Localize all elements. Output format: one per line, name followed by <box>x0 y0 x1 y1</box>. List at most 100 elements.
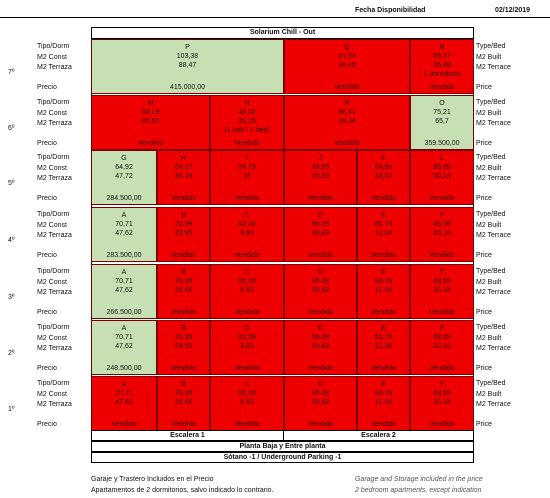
label-es-3: Precio <box>37 195 57 202</box>
apartment-cell[interactable]: M 89,19 88,52 Vendido <box>91 95 210 150</box>
apartment-cell[interactable]: I 54,75 16 Vendido <box>210 150 284 205</box>
label-en-2: M2 Terrace <box>476 345 511 352</box>
unit-id: L <box>440 155 444 162</box>
unit-built: 70,39 <box>174 390 193 397</box>
label-es-0: Tipo/Dorm <box>37 380 70 387</box>
apartment-cell[interactable]: B 70,39 29,55 Vendido <box>157 207 210 262</box>
apartment-cell[interactable]: F 69,89 20,16 Vendido <box>410 264 474 319</box>
apartment-cell[interactable]: D 69,09 30,83 Vendido <box>284 376 357 431</box>
note-es-1: Garaje y Trastero Incluidos en el Precio <box>91 476 214 483</box>
floor-label: 4º <box>8 237 15 244</box>
apartment-cell[interactable]: L 69,89 20,16 Vendido <box>410 150 474 205</box>
unit-price: Vendido <box>307 421 334 428</box>
unit-price: Vendido <box>307 365 334 372</box>
apartment-cell[interactable]: F 69,89 20,16 Vendido <box>410 320 474 375</box>
label-es-0: Tipo/Dorm <box>37 211 70 218</box>
unit-terrace: 16 <box>243 173 251 180</box>
unit-built: 60,79 <box>374 390 393 397</box>
unit-terrace: 29,44 <box>338 118 356 125</box>
apartment-cell[interactable]: E 60,79 11,24 Vendido <box>357 376 410 431</box>
apartment-cell[interactable]: D 69,09 30,83 Vendido <box>284 264 357 319</box>
unit-terrace: 88,47 <box>178 62 197 69</box>
apartment-cell[interactable]: O 75,21 65,7 359.500,00 <box>410 95 474 150</box>
unit-built: 64,17 <box>174 164 193 171</box>
apartment-cell[interactable]: C 62,09 9,60 Vendido <box>210 207 284 262</box>
unit-built: 61,34 <box>338 53 356 60</box>
unit-price: Vendido <box>234 309 260 316</box>
floor-label: 6º <box>8 125 15 132</box>
label-en-1: M2 Built <box>476 54 502 61</box>
apartment-cell[interactable]: B 70,39 29,55 Vendido <box>157 264 210 319</box>
unit-id: B <box>181 212 186 219</box>
label-en-3: Price <box>476 252 492 259</box>
unit-price: Vendido <box>170 195 197 202</box>
apartment-cell[interactable]: J 69,09 30,83 Vendido <box>284 150 357 205</box>
unit-terrace: 28,15 <box>238 118 256 125</box>
apartment-cell[interactable]: E 60,79 11,24 Vendido <box>357 320 410 375</box>
apartment-cell[interactable]: A 70,71 47,62 Vendido <box>91 376 157 431</box>
unit-terrace: 9,60 <box>240 343 254 350</box>
unit-built: 69,09 <box>311 164 330 171</box>
apartment-cell[interactable]: C 62,09 9,60 Vendido <box>210 376 284 431</box>
header-title: Fecha Disponibilidad <box>355 7 426 14</box>
unit-price: 415.000,00 <box>169 84 206 91</box>
unit-terrace: 26,46 <box>338 62 356 69</box>
unit-terrace: 30,83 <box>311 230 330 237</box>
apartment-cell[interactable]: E 60,79 11,24 Vendido <box>357 207 410 262</box>
unit-built: 62,09 <box>238 334 256 341</box>
apartment-cell[interactable]: K 54,56 18,02 Vendido <box>357 150 410 205</box>
unit-built: 69,89 <box>433 221 451 228</box>
unit-price: Vendido <box>429 421 455 428</box>
label-es-1: M2 Const <box>37 279 67 286</box>
unit-price: Vendido <box>429 84 455 91</box>
unit-built: 69,89 <box>433 390 451 397</box>
label-en-3: Price <box>476 421 492 428</box>
unit-id: A <box>121 212 127 219</box>
unit-price: 283.500,00 <box>106 252 142 259</box>
label-es-0: Tipo/Dorm <box>37 268 70 275</box>
unit-price: Vendido <box>307 195 334 202</box>
apartment-cell[interactable]: D 69,09 30,83 Vendido <box>284 207 357 262</box>
apartment-cell[interactable]: G 64,92 47,72 284.500,00 <box>91 150 157 205</box>
label-es-1: M2 Const <box>37 222 67 229</box>
unit-price: Vendido <box>234 365 260 372</box>
unit-terrace: 29,55 <box>174 343 193 350</box>
unit-price: Vendido <box>370 421 397 428</box>
apartment-cell[interactable]: F 69,89 20,16 Vendido <box>410 207 474 262</box>
unit-price: Vendido <box>234 140 260 147</box>
unit-terrace: 18,02 <box>374 173 393 180</box>
unit-id: D <box>317 325 324 332</box>
apartment-cell[interactable]: F 69,89 20,16 Vendido <box>410 376 474 431</box>
label-en-3: Price <box>476 365 492 372</box>
unit-terrace: 9,60 <box>240 230 254 237</box>
apartment-cell[interactable]: P 103,38 88,47 415.000,00 <box>91 39 284 94</box>
apartment-cell[interactable]: E 60,79 11,24 Vendido <box>357 264 410 319</box>
unit-price: 284.500,00 <box>106 195 142 202</box>
apartment-cell[interactable]: C 62,09 9,60 Vendido <box>210 264 284 319</box>
apartment-cell[interactable]: C 62,09 9,60 Vendido <box>210 320 284 375</box>
apartment-cell[interactable]: A 70,71 47,62 248.500,00 <box>91 320 157 375</box>
apartment-cell[interactable]: B 70,39 29,55 Vendido <box>157 376 210 431</box>
unit-price: Vendido <box>429 252 455 259</box>
apartment-cell[interactable]: B 70,39 29,55 Vendido <box>157 320 210 375</box>
apartment-cell[interactable]: A 70,71 47,62 283.500,00 <box>91 207 157 262</box>
apartment-cell[interactable]: N 45,02 28,15 (1 hab / 1 bed) Vendido <box>210 95 284 150</box>
apartment-cell[interactable]: D 69,09 30,83 Vendido <box>284 320 357 375</box>
unit-id: C <box>244 269 250 276</box>
apartment-cell[interactable]: R 55,37 36,49 1 dormitorio Vendido <box>410 39 474 94</box>
label-es-1: M2 Const <box>37 335 67 342</box>
unit-id: B <box>181 269 186 276</box>
label-en-0: Type/Bed <box>476 324 506 331</box>
apartment-cell[interactable]: Ñ 58,41 29,44 Vendido <box>284 95 410 150</box>
label-es-2: M2 Terraza <box>37 345 72 352</box>
apartment-cell[interactable]: A 70,71 47,62 266.500,00 <box>91 264 157 319</box>
unit-id: F <box>439 269 445 276</box>
unit-price: Vendido <box>370 252 397 259</box>
apartment-cell[interactable]: H 64,17 36,79 Vendido <box>157 150 210 205</box>
apartment-cell[interactable]: Q 61,34 26,46 Vendido <box>284 39 410 94</box>
label-en-0: Type/Bed <box>476 99 506 106</box>
header-date: 02/12/2019 <box>495 7 531 14</box>
unit-price: Vendido <box>170 252 197 259</box>
label-en-1: M2 Built <box>476 222 502 229</box>
stairs-1-label: Escalera 1 <box>91 430 284 441</box>
